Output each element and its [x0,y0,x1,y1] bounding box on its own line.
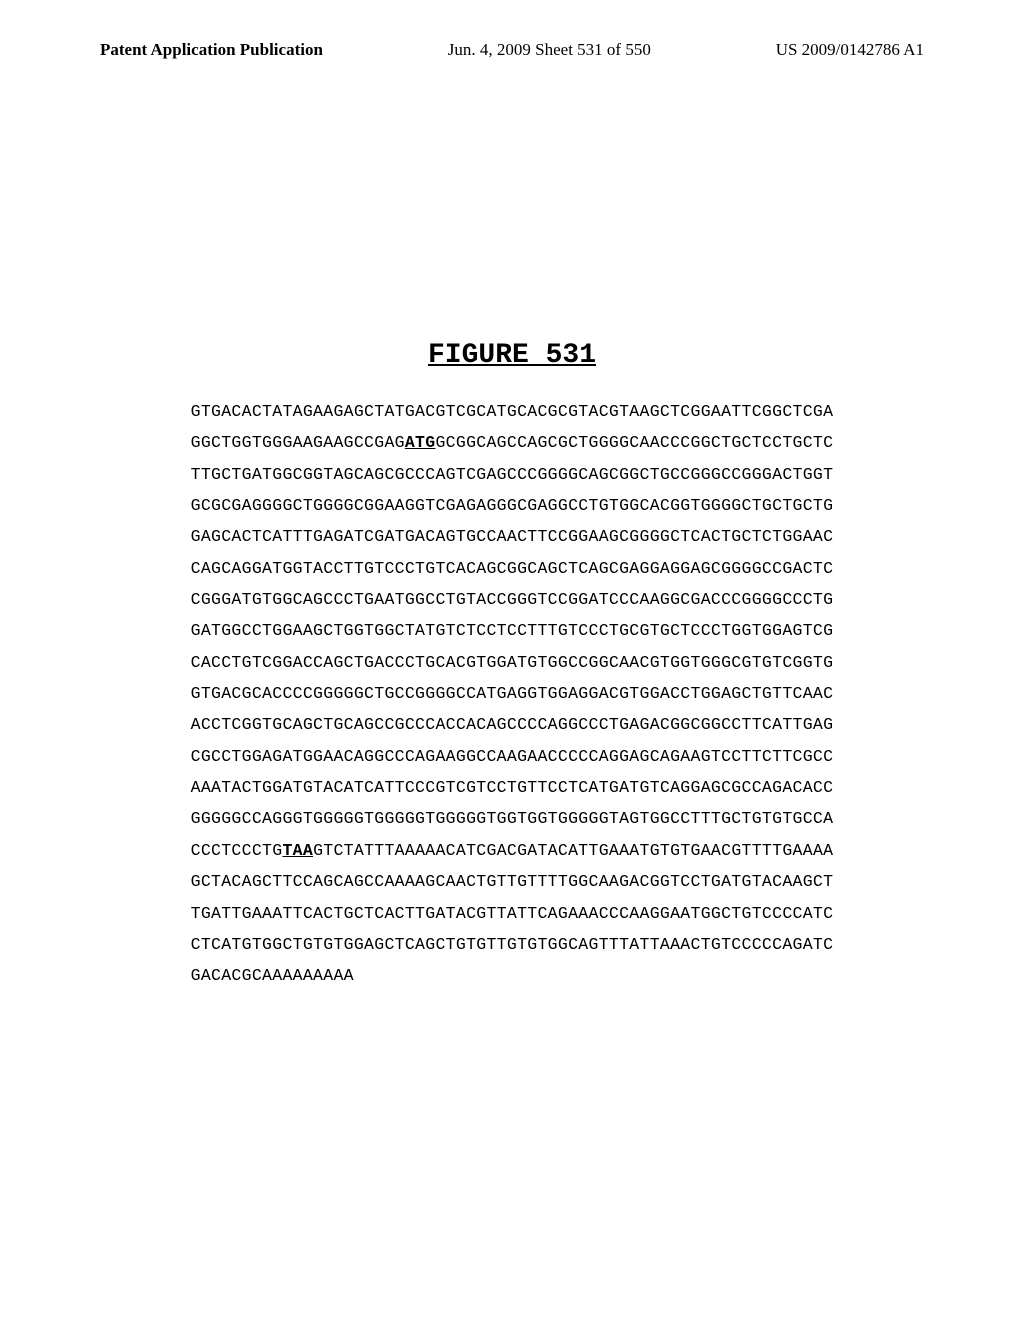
sequence-text: CGCCTGGAGATGGAACAGGCCCAGAAGGCCAAGAACCCCC… [191,747,834,766]
sequence-line: CCCTCCCTGTAAGTCTATTTAAAAACATCGACGATACATT… [191,835,834,866]
page-header: Patent Application Publication Jun. 4, 2… [0,0,1024,60]
sequence-text: CACCTGTCGGACCAGCTGACCCTGCACGTGGATGTGGCCG… [191,653,834,672]
sequence-text: GCTACAGCTTCCAGCAGCCAAAAGCAACTGTTGTTTTGGC… [191,872,834,891]
sequence-line: ACCTCGGTGCAGCTGCAGCCGCCCACCACAGCCCCAGGCC… [191,709,834,740]
sequence-line: TGATTGAAATTCACTGCTCACTTGATACGTTATTCAGAAA… [191,898,834,929]
sequence-text: GTGACGCACCCCGGGGGCTGCCGGGGCCATGAGGTGGAGG… [191,684,834,703]
sequence-line: CACCTGTCGGACCAGCTGACCCTGCACGTGGATGTGGCCG… [191,647,834,678]
sequence-line: GCTACAGCTTCCAGCAGCCAAAAGCAACTGTTGTTTTGGC… [191,866,834,897]
sequence-text: CCCTCCCTG [191,841,283,860]
sequence-line: GATGGCCTGGAAGCTGGTGGCTATGTCTCCTCCTTTGTCC… [191,615,834,646]
sequence-text: CTCATGTGGCTGTGTGGAGCTCAGCTGTGTTGTGTGGCAG… [191,935,834,954]
sequence-text: GAGCACTCATTTGAGATCGATGACAGTGCCAACTTCCGGA… [191,527,834,546]
header-center: Jun. 4, 2009 Sheet 531 of 550 [448,40,651,60]
sequence-line: GTGACGCACCCCGGGGGCTGCCGGGGCCATGAGGTGGAGG… [191,678,834,709]
sequence-text: CGGGATGTGGCAGCCCTGAATGGCCTGTACCGGGTCCGGA… [191,590,834,609]
sequence-line: CGGGATGTGGCAGCCCTGAATGGCCTGTACCGGGTCCGGA… [191,584,834,615]
sequence-line: GGGGGCCAGGGTGGGGGTGGGGGTGGGGGTGGTGGTGGGG… [191,803,834,834]
sequence-line: GCGCGAGGGGCTGGGGCGGAAGGTCGAGAGGGCGAGGCCT… [191,490,834,521]
main-content: FIGURE 531 GTGACACTATAGAAGAGCTATGACGTCGC… [0,340,1024,992]
sequence-text: GATGGCCTGGAAGCTGGTGGCTATGTCTCCTCCTTTGTCC… [191,621,834,640]
sequence-text: GACACGCAAAAAAAAA [191,966,354,985]
sequence-text: GGGGGCCAGGGTGGGGGTGGGGGTGGGGGTGGTGGTGGGG… [191,809,834,828]
sequence-text: GTCTATTTAAAAACATCGACGATACATTGAAATGTGTGAA… [313,841,833,860]
sequence-line: CTCATGTGGCTGTGTGGAGCTCAGCTGTGTTGTGTGGCAG… [191,929,834,960]
sequence-line: CAGCAGGATGGTACCTTGTCCCTGTCACAGCGGCAGCTCA… [191,553,834,584]
sequence-line: TTGCTGATGGCGGTAGCAGCGCCCAGTCGAGCCCGGGGCA… [191,459,834,490]
sequence-line: GGCTGGTGGGAAGAAGCCGAGATGGCGGCAGCCAGCGCTG… [191,427,834,458]
sequence-line: GAGCACTCATTTGAGATCGATGACAGTGCCAACTTCCGGA… [191,521,834,552]
sequence-text: GTGACACTATAGAAGAGCTATGACGTCGCATGCACGCGTA… [191,402,834,421]
header-right: US 2009/0142786 A1 [776,40,924,60]
sequence-block: GTGACACTATAGAAGAGCTATGACGTCGCATGCACGCGTA… [191,396,834,992]
figure-title: FIGURE 531 [0,340,1024,371]
sequence-text: TGATTGAAATTCACTGCTCACTTGATACGTTATTCAGAAA… [191,904,834,923]
sequence-line: GTGACACTATAGAAGAGCTATGACGTCGCATGCACGCGTA… [191,396,834,427]
sequence-text: TTGCTGATGGCGGTAGCAGCGCCCAGTCGAGCCCGGGGCA… [191,465,834,484]
sequence-line: GACACGCAAAAAAAAA [191,960,834,991]
sequence-text: CAGCAGGATGGTACCTTGTCCCTGTCACAGCGGCAGCTCA… [191,559,834,578]
codon-marker: TAA [282,841,313,860]
sequence-text: GCGCGAGGGGCTGGGGCGGAAGGTCGAGAGGGCGAGGCCT… [191,496,834,515]
sequence-line: AAATACTGGATGTACATCATTCCCGTCGTCCTGTTCCTCA… [191,772,834,803]
sequence-text: ACCTCGGTGCAGCTGCAGCCGCCCACCACAGCCCCAGGCC… [191,715,834,734]
sequence-line: CGCCTGGAGATGGAACAGGCCCAGAAGGCCAAGAACCCCC… [191,741,834,772]
sequence-text: GCGGCAGCCAGCGCTGGGGCAACCCGGCTGCTCCTGCTC [435,433,833,452]
codon-marker: ATG [405,433,436,452]
sequence-text: GGCTGGTGGGAAGAAGCCGAG [191,433,405,452]
header-left: Patent Application Publication [100,40,323,60]
sequence-text: AAATACTGGATGTACATCATTCCCGTCGTCCTGTTCCTCA… [191,778,834,797]
